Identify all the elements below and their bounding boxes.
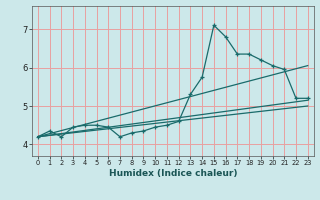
X-axis label: Humidex (Indice chaleur): Humidex (Indice chaleur) xyxy=(108,169,237,178)
